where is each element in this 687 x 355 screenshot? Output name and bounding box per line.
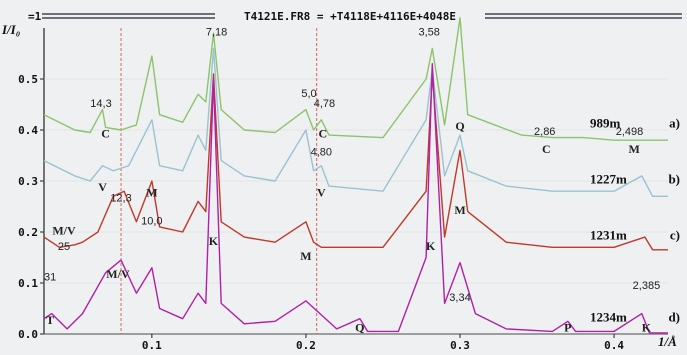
chart-header: =1 T4121E.FR8 = +T4118E+4116E+4048E — [28, 8, 682, 23]
mineral-label: K — [642, 320, 652, 334]
mineral-label: Q — [355, 320, 364, 334]
y-tick-label: 0.2 — [18, 226, 38, 239]
x-tick-label: 0.4 — [604, 339, 624, 352]
x-tick-label: 0.1 — [142, 339, 162, 352]
peak-label: 7,18 — [206, 27, 227, 39]
y-tick-label: 0.0 — [18, 328, 38, 341]
mineral-label: K — [209, 234, 219, 248]
annotations: 7,18 3,58 14,3 5,04,78 2,86 2,498 4,80 12,3 10,0… — [44, 27, 660, 335]
mineral-label: T — [46, 313, 54, 327]
y-tick-label: 0.4 — [18, 124, 38, 137]
y-ticks: 0.0 0.1 0.2 0.3 0.4 0.5 — [18, 73, 668, 341]
mineral-label: C — [542, 142, 551, 156]
series-tag: c) — [670, 228, 680, 243]
peak-label: 3,58 — [418, 27, 439, 39]
chart-title: T4121E.FR8 = +T4118E+4116E+4048E — [244, 10, 456, 23]
y-tick-label: 0.1 — [18, 277, 38, 290]
mineral-label: K — [426, 239, 436, 253]
peak-label: 10,0 — [141, 215, 162, 227]
depth-labels: 989m a) 1227m b) 1231m c) 1234m d) — [590, 115, 680, 324]
series-tag: a) — [669, 115, 680, 130]
series-line-1234m — [43, 63, 668, 334]
peak-label: 4,80 — [311, 147, 332, 159]
y-tick-label: 0.5 — [18, 73, 38, 86]
peak-label: 2,86 — [534, 126, 555, 138]
mineral-label: M — [454, 203, 465, 217]
series-tag: b) — [668, 172, 680, 187]
mineral-label: M/V — [52, 224, 76, 238]
y-tick-label: 0.3 — [18, 175, 38, 188]
peak-label: 5,0 — [301, 88, 316, 100]
peak-label: 31 — [44, 271, 56, 283]
series-group — [43, 17, 668, 334]
mineral-label: V — [317, 185, 326, 199]
series-line-1231m — [43, 73, 668, 251]
mineral-label: M — [628, 142, 639, 156]
series-label: 989m — [590, 115, 621, 130]
mineral-label: P — [564, 320, 571, 334]
series-label: 1227m — [590, 172, 627, 187]
mineral-label: M — [146, 185, 157, 199]
series-tag: d) — [668, 309, 680, 324]
peak-label: 2,498 — [616, 126, 644, 138]
reference-lines — [120, 28, 318, 334]
mineral-label: Q — [455, 119, 464, 133]
y-axis-title: I/I₀ — [1, 22, 20, 37]
series-label: 1231m — [590, 228, 627, 243]
x-tick-label: 0.3 — [450, 339, 470, 352]
peak-label: 25 — [58, 241, 70, 253]
peak-label: 4,78 — [314, 98, 335, 110]
mineral-label: M — [300, 249, 311, 263]
x-axis-title: 1/Å — [658, 334, 677, 349]
mineral-label: V — [98, 180, 107, 194]
series-line-1227m — [43, 47, 668, 198]
series-label: 1234m — [590, 309, 627, 324]
peak-label: 3,34 — [449, 292, 470, 304]
mineral-label: C — [319, 127, 328, 141]
series-line-989m — [43, 17, 668, 141]
peak-label: 12,3 — [110, 192, 131, 204]
mineral-label: C — [101, 127, 110, 141]
peak-label: 14,3 — [90, 98, 111, 110]
mineral-label: M/V — [106, 267, 130, 281]
peak-label: 2,385 — [633, 280, 661, 292]
chart-header-code: =1 — [28, 10, 42, 23]
x-ticks: 0.1 0.2 0.3 0.4 — [142, 334, 624, 352]
x-tick-label: 0.2 — [296, 339, 316, 352]
